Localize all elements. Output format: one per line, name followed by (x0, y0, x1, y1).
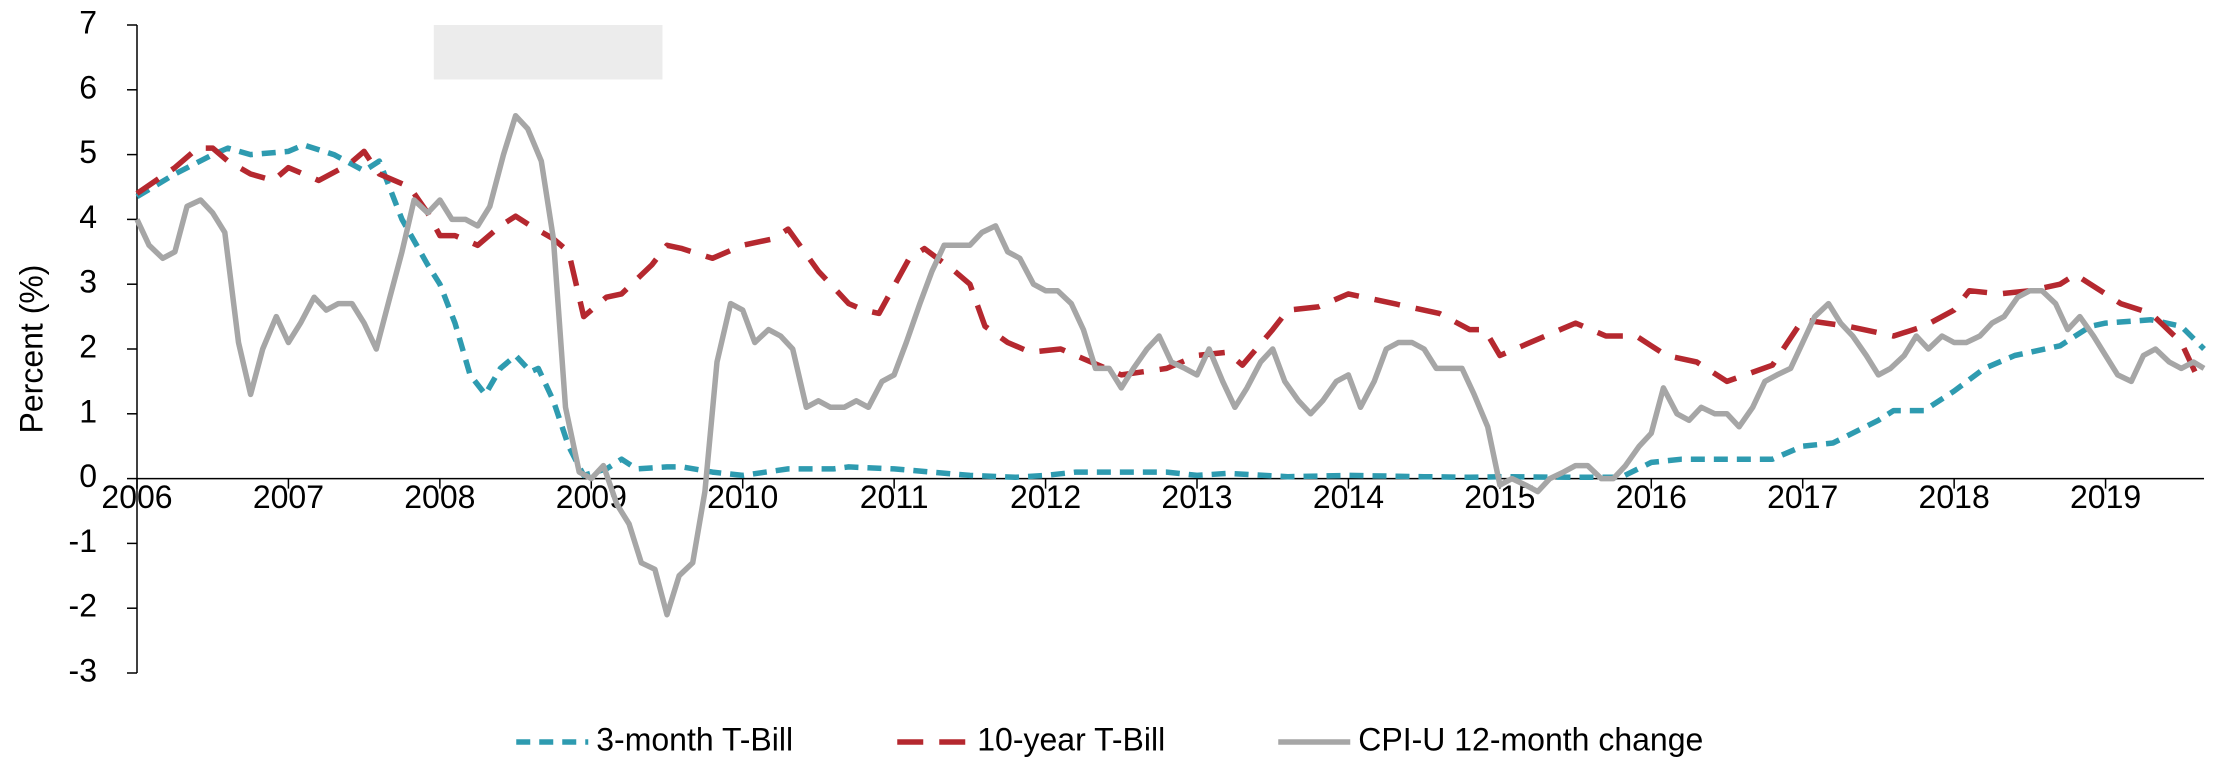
legend-label: 10-year T-Bill (977, 721, 1165, 757)
y-tick-label: 1 (79, 393, 97, 429)
x-tick-label: 2019 (2070, 479, 2141, 515)
x-tick-label: 2013 (1161, 479, 1232, 515)
y-tick-label: 5 (79, 134, 97, 170)
x-tick-label: 2007 (253, 479, 324, 515)
y-tick-label: 2 (79, 328, 97, 364)
y-tick-label: 7 (79, 4, 97, 40)
x-tick-label: 2018 (1919, 479, 1990, 515)
legend-label: CPI-U 12-month change (1358, 721, 1703, 757)
x-tick-label: 2010 (707, 479, 778, 515)
x-tick-label: 2012 (1010, 479, 1081, 515)
series-line (135, 142, 2206, 481)
y-tick-label: 3 (79, 264, 97, 300)
y-tick-label: 0 (79, 458, 97, 494)
x-tick-label: 2017 (1767, 479, 1838, 515)
x-tick-label: 2008 (404, 479, 475, 515)
y-tick-label: -1 (69, 523, 97, 559)
x-tick-label: 2014 (1313, 479, 1384, 515)
y-tick-label: -3 (69, 652, 97, 688)
y-tick-label: 6 (79, 69, 97, 105)
y-axis-label: Percent (%) (13, 265, 49, 434)
x-tick-label: 2011 (860, 479, 929, 515)
series-line (134, 112, 2206, 618)
y-tick-label: 4 (79, 199, 97, 235)
shaded-region (433, 25, 663, 80)
series-line (135, 145, 2199, 385)
x-tick-label: 2006 (101, 479, 172, 515)
x-tick-label: 2016 (1616, 479, 1687, 515)
y-tick-label: -2 (69, 588, 97, 624)
legend-label: 3-month T-Bill (596, 721, 793, 757)
